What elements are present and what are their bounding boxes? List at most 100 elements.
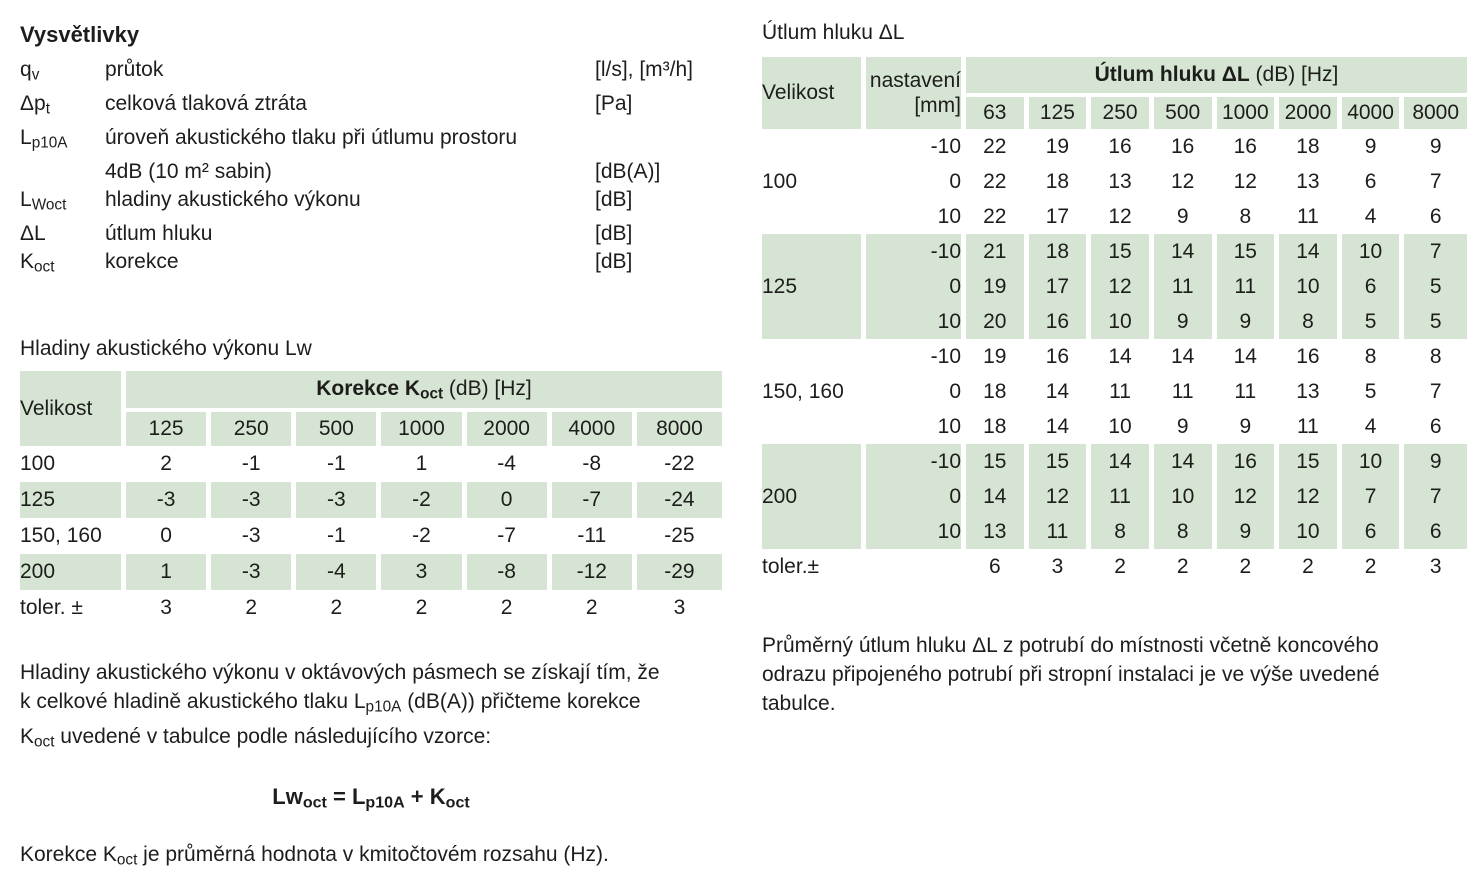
value-cell: 7 [1404,479,1467,514]
value-cell: 5 [1404,304,1467,339]
value-cell: 6 [966,549,1029,585]
value-cell: 14 [1029,374,1092,409]
value-cell: 14 [1153,444,1217,479]
text-run: (dB) [Hz] [443,376,532,400]
value-cell: -2 [381,482,467,519]
value-cell: 6 [1341,269,1405,304]
value-cell: 1 [381,446,467,483]
value-cell: -29 [636,554,722,591]
freq-header: 8000 [636,412,722,447]
table-row: 150, 160 -10 19 16 14 14 14 16 8 8 [762,339,1467,444]
setting-cell [866,549,966,585]
setting-cell: 10 [866,199,966,234]
value-cell: 3 [673,596,686,620]
value-cell: 22 [966,164,1029,199]
value-cell: 14 [1153,234,1217,269]
value-cell: 8 [1342,339,1405,374]
value-cell: 6 [1342,164,1405,199]
value-cell: 3 [1029,549,1092,585]
value-cell: -4 [467,446,552,483]
legend-row: LWoct hladiny akustického výkonu [dB] [20,186,722,220]
text-run: je průměrná hodnota v kmitočtovém rozsah… [137,842,609,866]
table-row: 100 2 -1 -1 1 -4 -8 -22 [20,446,722,483]
value-cell: 2 [1217,549,1280,585]
value-cell: 7 [1429,379,1442,403]
row-label: toler.± [762,549,866,585]
value-cell: 4 [1342,409,1405,444]
value-cell: 19 [966,269,1029,304]
value-cell: 2 [296,590,382,627]
value-cell: -3 [126,482,212,519]
value-cell: 15 [1028,444,1092,479]
value-cell: 17 [1028,269,1092,304]
freq-header: 2000 [466,412,552,447]
row-label: 150, 160 [20,518,126,555]
value-cell: 13 [1091,164,1154,199]
legend-row: 4dB (10 m² sabin) [dB(A)] [20,158,722,187]
value-cell: 21 [966,234,1029,269]
lw-freq-row: 125 250 500 1000 2000 4000 8000 [20,412,722,447]
row-label: 100 [20,446,126,483]
value-cell: -4 [296,554,382,591]
value-cell: 16 [1029,339,1092,374]
table-row: 200 -10 15 15 14 14 16 15 10 9 [762,444,1467,549]
value-cell: 2 [381,590,467,627]
legend-unit [595,124,722,158]
value-cell: 8 [1279,304,1342,339]
dl-attenuation-table: Velikost nastavení [mm] Útlum hluku ΔL (dB)… [762,57,1467,585]
value-cell: 5 [1341,304,1405,339]
value-cell: 11 [1279,199,1342,234]
value-cell: 3 [1429,555,1442,578]
value-cell: 15 [1279,444,1342,479]
value-cell: 5 [1342,374,1405,409]
freq-header: 250 [211,412,297,447]
value-cell: 11 [1091,479,1154,514]
setting-cell: -10 [866,234,966,269]
text-run: (dB) [Hz] [1249,63,1339,86]
text-run: uvedené v tabulce podle následujícího vz… [54,724,492,748]
value-cell: 6 [1404,514,1467,549]
lw-span-header: Korekce Koct (dB) [Hz] [126,371,722,413]
value-cell: 5 [1404,269,1467,304]
lw-header-row: Velikost Korekce Koct (dB) [Hz] [20,371,722,447]
subscript-text: p10A [365,698,402,716]
table-row: 125 -10 21 18 15 14 15 14 10 7 [762,234,1467,339]
value-cell: 15 [1216,234,1280,269]
table-row: 0 18 14 11 11 11 13 5 7 [762,374,1467,409]
value-cell: 10 [1279,514,1342,549]
subscript-text: oct [34,258,55,276]
legend-symbol: qv [20,56,105,90]
legend-description: úroveň akustického tlaku při útlumu pros… [105,125,518,149]
text-run: q [20,58,32,81]
freq-header: 63 [966,97,1029,129]
value-cell: 13 [966,514,1029,549]
dl-paragraph: Průměrný útlum hluku ΔL z potrubí do mís… [762,631,1467,718]
freq-header: 125 [126,412,212,447]
value-cell: 9 [1216,514,1280,549]
value-cell: 2 [1342,549,1405,585]
value-cell: 9 [1404,444,1467,479]
setting-cell: 0 [866,164,966,199]
text-run: L [20,188,32,212]
value-cell: 7 [1429,169,1442,193]
legend-description: celková tlaková ztráta [105,91,307,115]
value-cell: 10 [1091,304,1154,339]
value-cell: 12 [1091,269,1154,304]
value-cell: -7 [467,518,552,555]
freq-header: 250 [1091,97,1154,129]
value-cell: 11 [1153,269,1217,304]
legend-row: Δpt celková tlaková ztráta [Pa] [20,90,722,124]
value-cell: 19 [1029,129,1092,164]
subscript-text: Woct [31,196,67,214]
value-cell: 2 [126,446,212,483]
text-run: Průměrný útlum hluku ΔL z potrubí do mís… [762,634,1379,657]
value-cell: -8 [552,446,637,483]
legend-unit: [dB] [595,250,633,274]
value-cell: 6 [1341,514,1405,549]
value-cell: 16 [1279,339,1342,374]
value-cell: -1 [211,446,297,483]
table-row: 150, 160 0 -3 -1 -2 -7 -11 -25 [20,518,722,555]
table-row: 125 -3 -3 -3 -2 0 -7 -24 [20,482,722,519]
left-column: Vysvětlivky qv průtok [l/s], [m³/h] Δpt celk… [20,20,722,874]
value-cell: 9 [1216,304,1280,339]
